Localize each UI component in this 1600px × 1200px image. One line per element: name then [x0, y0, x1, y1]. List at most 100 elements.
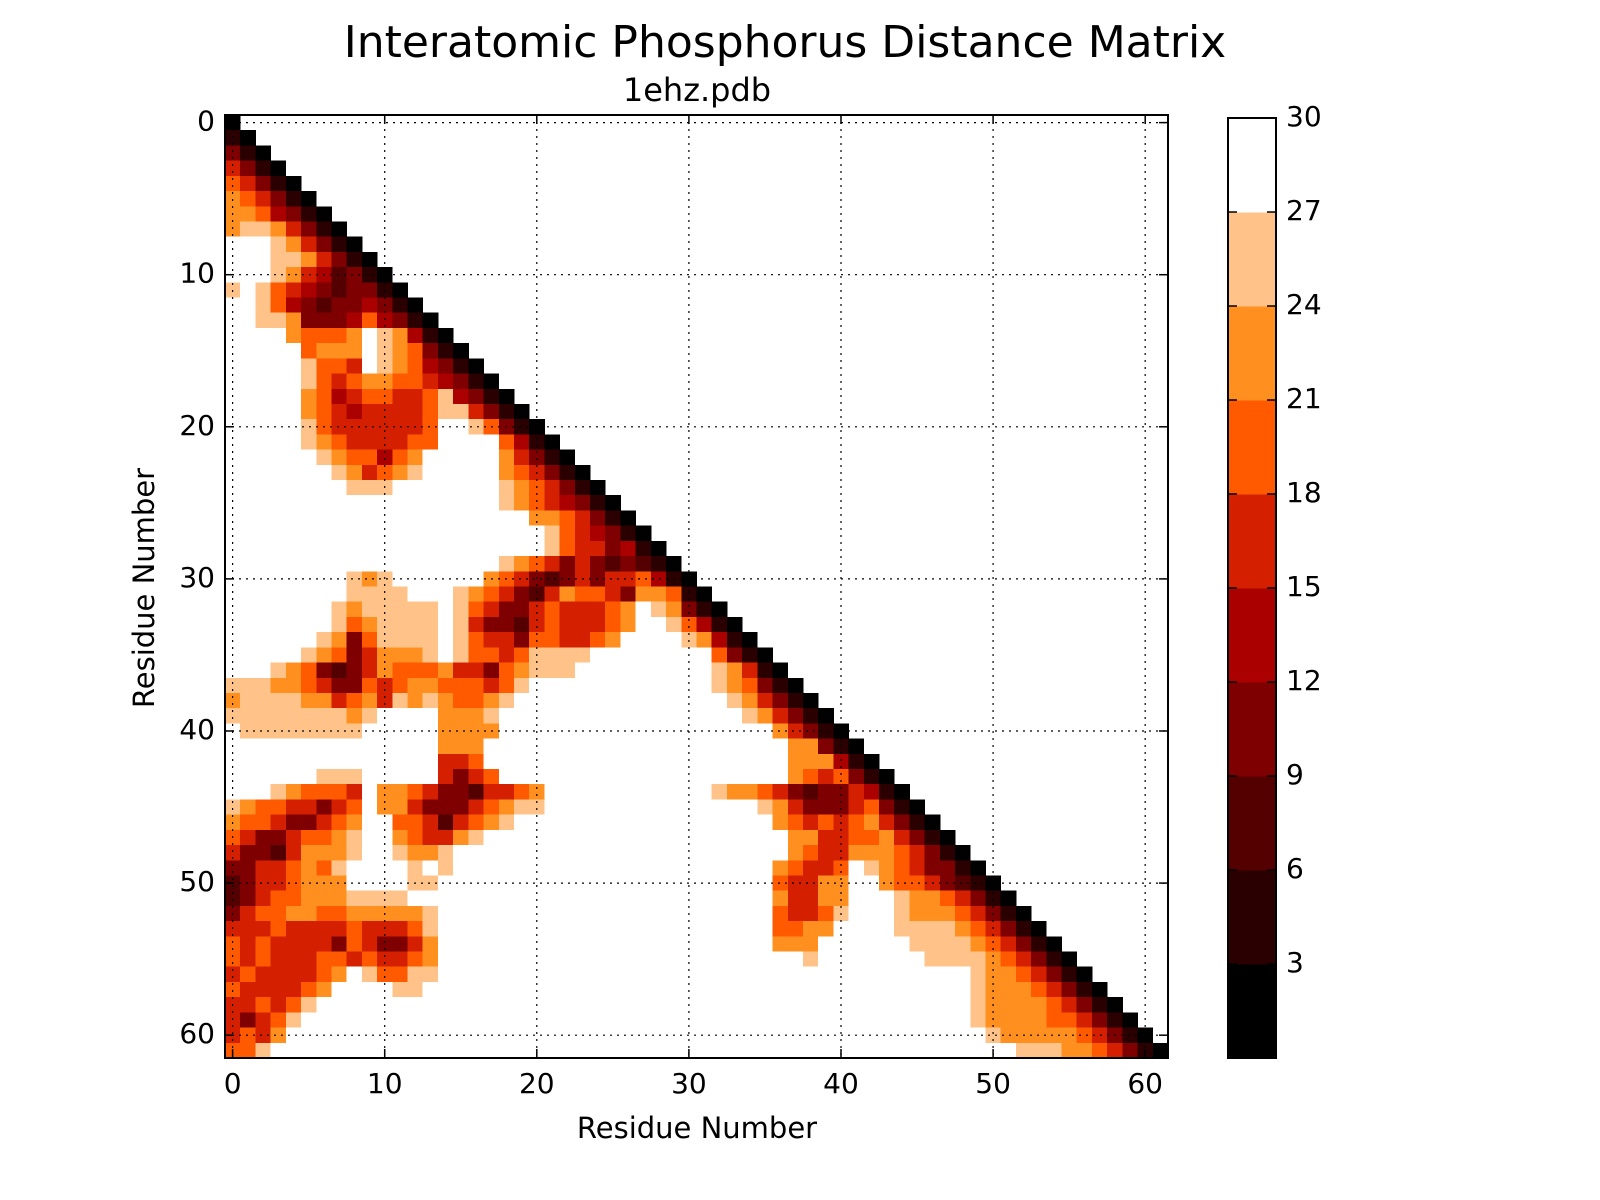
cell	[377, 601, 393, 618]
cell	[909, 1027, 926, 1044]
cell	[666, 814, 682, 831]
cell	[255, 1042, 272, 1059]
cell	[407, 434, 424, 451]
cell	[361, 434, 378, 451]
cell	[361, 495, 378, 511]
cell	[301, 388, 317, 405]
cell	[848, 1012, 865, 1028]
cell	[422, 1042, 439, 1059]
cell	[240, 525, 256, 542]
cell	[377, 434, 393, 451]
cell	[985, 951, 1002, 968]
cell	[909, 799, 926, 816]
cell	[468, 997, 484, 1013]
cell	[711, 997, 728, 1013]
cell	[848, 784, 865, 800]
cell	[331, 556, 348, 572]
cell	[939, 997, 956, 1013]
cell	[316, 753, 332, 770]
cell	[939, 860, 956, 876]
cell	[605, 769, 621, 785]
cell	[437, 419, 454, 435]
cell	[802, 723, 819, 739]
cell	[757, 738, 773, 755]
cell	[711, 845, 728, 861]
cell	[346, 936, 363, 952]
cell	[255, 525, 272, 542]
cell	[361, 1042, 378, 1059]
cell	[650, 860, 667, 876]
cell	[392, 586, 408, 603]
cell	[772, 1042, 789, 1059]
cell	[422, 495, 439, 511]
cell	[255, 814, 272, 831]
cell	[544, 510, 561, 527]
cell	[590, 905, 606, 922]
cell	[316, 495, 332, 511]
cell	[605, 936, 621, 952]
cell	[498, 525, 515, 542]
cell	[620, 921, 637, 937]
y-axis-label: Residue Number	[127, 468, 161, 708]
cell	[848, 738, 865, 755]
cell	[483, 1012, 500, 1028]
cell	[1015, 981, 1032, 998]
cell	[620, 981, 637, 998]
cell	[1000, 936, 1017, 952]
cell	[590, 601, 606, 618]
cell	[240, 616, 256, 633]
cell	[605, 708, 621, 724]
cell	[1152, 1042, 1169, 1059]
x-tick-label: 30	[671, 1067, 707, 1100]
cell	[544, 677, 561, 694]
cell	[863, 951, 880, 968]
cell	[955, 981, 971, 998]
cell	[757, 647, 773, 663]
cell	[650, 966, 667, 983]
cell	[453, 845, 469, 861]
cell	[240, 1012, 256, 1028]
cell	[468, 388, 484, 405]
cell	[513, 799, 530, 816]
cell	[285, 495, 302, 511]
cell	[331, 723, 348, 739]
cell	[270, 464, 287, 481]
cell	[225, 799, 241, 816]
cell	[848, 799, 865, 816]
cell	[863, 890, 880, 907]
cell	[240, 662, 256, 679]
cell	[346, 327, 363, 344]
cell	[529, 510, 545, 527]
cell	[513, 875, 530, 892]
cell	[666, 890, 682, 907]
cell	[437, 358, 454, 374]
cell	[361, 708, 378, 724]
cell	[863, 1012, 880, 1028]
cell	[681, 1012, 697, 1028]
cell	[331, 388, 348, 405]
cell	[453, 784, 469, 800]
cell	[346, 449, 363, 466]
cell	[650, 571, 667, 587]
cell	[742, 1012, 758, 1028]
cell	[772, 753, 789, 770]
cell	[1061, 1012, 1078, 1028]
cell	[772, 951, 789, 968]
cell	[270, 510, 287, 527]
axes: 0 10 20 30 40 50 60010203040506036912151821242…	[179, 100, 1321, 1100]
cell	[985, 890, 1002, 907]
cell	[437, 510, 454, 527]
colorbar-segment	[1228, 588, 1276, 683]
cell	[833, 951, 849, 968]
cell	[270, 784, 287, 800]
cell	[544, 723, 561, 739]
cell	[696, 890, 713, 907]
cell	[483, 510, 500, 527]
cell	[939, 845, 956, 861]
cell	[240, 221, 256, 238]
cell	[255, 723, 272, 739]
cell	[453, 1042, 469, 1059]
cell	[240, 480, 256, 496]
cell	[453, 875, 469, 892]
cell	[1076, 1042, 1093, 1059]
